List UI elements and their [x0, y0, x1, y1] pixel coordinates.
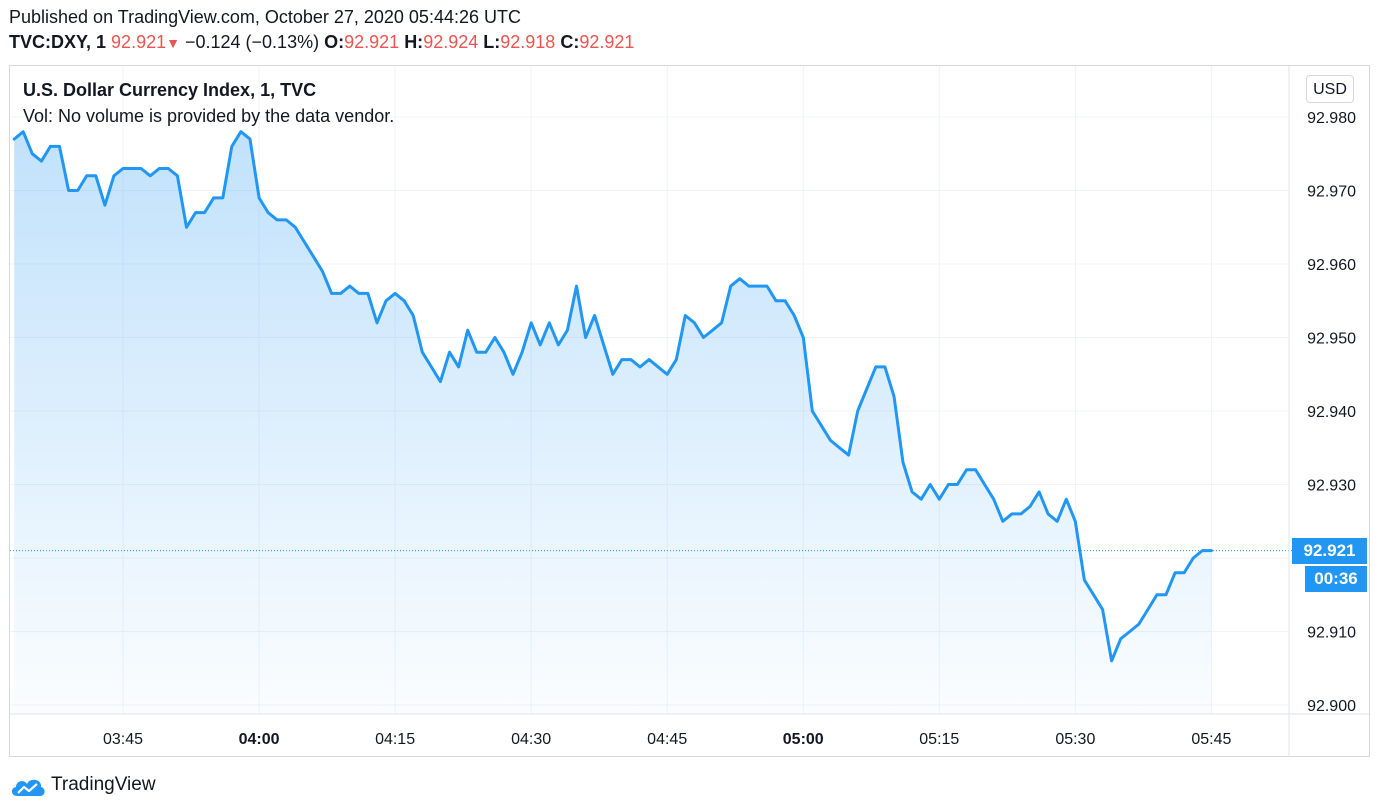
- y-tick-label: 92.910: [1307, 625, 1356, 642]
- x-tick-label: 03:45: [103, 731, 143, 748]
- x-tick-label: 05:30: [1055, 731, 1095, 748]
- y-tick-label: 92.970: [1307, 184, 1356, 201]
- series-line: [12, 130, 1213, 663]
- y-tick-label: 92.930: [1307, 478, 1356, 495]
- y-tick-label: 92.940: [1307, 404, 1356, 421]
- high-value: 92.924: [423, 32, 479, 52]
- last-price-tag: 92.921: [1292, 538, 1367, 564]
- brand-name: TradingView: [51, 774, 156, 795]
- close-value: 92.921: [579, 32, 635, 52]
- x-tick-label: 05:45: [1191, 731, 1231, 748]
- last-price: 92.921: [111, 32, 167, 52]
- y-tick-label: 92.950: [1307, 331, 1356, 348]
- x-tick-label: 04:45: [647, 731, 687, 748]
- x-tick-label: 05:15: [919, 731, 959, 748]
- currency-button[interactable]: USD: [1306, 75, 1354, 103]
- low-value: 92.918: [500, 32, 556, 52]
- y-tick-label: 92.960: [1307, 257, 1356, 274]
- tradingview-cloud-icon: [11, 779, 45, 796]
- y-tick-label: 92.900: [1307, 698, 1356, 715]
- axes: 92.980 92.970 92.960 92.950 92.940 92.930 92.9…: [10, 66, 1369, 757]
- low-label: L:: [483, 32, 501, 52]
- chart-legend-title[interactable]: U.S. Dollar Currency Index, 1, TVC: [23, 80, 317, 100]
- chart-legend-volume: Vol: No volume is provided by the data v…: [23, 106, 395, 126]
- series-area-fill: [14, 131, 1212, 714]
- x-tick-label: 04:30: [511, 731, 551, 748]
- high-label: H:: [404, 32, 424, 52]
- x-tick-label: 05:00: [783, 731, 824, 748]
- open-label: O:: [324, 32, 345, 52]
- x-tick-label: 04:15: [375, 731, 415, 748]
- open-value: 92.921: [344, 32, 400, 52]
- y-tick-label: 92.980: [1307, 110, 1356, 127]
- published-line: Published on TradingView.com, October 27…: [9, 7, 521, 27]
- price-change: −0.124 (−0.13%): [184, 32, 320, 52]
- close-label: C:: [560, 32, 580, 52]
- bar-countdown-tag: 00:36: [1305, 566, 1367, 592]
- x-tick-label: 04:00: [239, 731, 280, 748]
- chart-frame[interactable]: [9, 65, 1370, 757]
- area-layer: [10, 130, 1292, 714]
- quote-line: TVC:DXY, 1 92.921▼ −0.124 (−0.13%) O:92.…: [9, 32, 634, 53]
- down-arrow-icon: ▼: [166, 35, 180, 51]
- symbol-label[interactable]: TVC:DXY, 1: [9, 32, 107, 52]
